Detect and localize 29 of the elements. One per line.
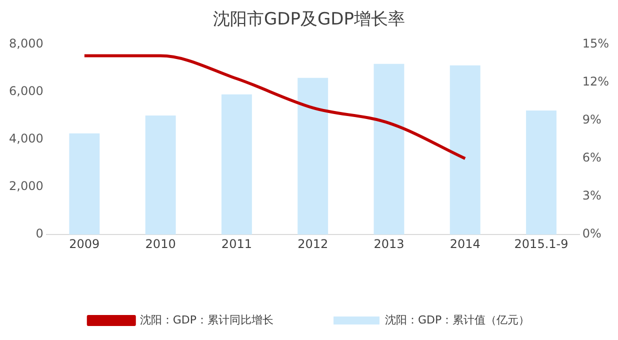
x-tick-label: 2014 <box>450 236 480 251</box>
y2-tick-label: 12% <box>582 74 609 89</box>
y-tick-label: 2,000 <box>8 179 44 194</box>
line-series <box>82 54 467 160</box>
x-tick-label: 2010 <box>145 236 176 251</box>
y2-tick-label: 9% <box>582 112 602 127</box>
x-tick-label: 2012 <box>298 236 328 251</box>
x-tick-label: 2015.1-9 <box>514 236 568 251</box>
bar <box>450 65 480 235</box>
x-tick-label: 2009 <box>69 236 100 251</box>
legend-label: 沈阳：GDP：累计值（亿元） <box>385 313 530 326</box>
x-tick-label: 2013 <box>374 236 404 251</box>
bar <box>221 94 252 235</box>
legend-label: 沈阳：GDP：累计同比增长 <box>140 313 274 326</box>
bar <box>526 110 556 235</box>
y-tick-label: 8,000 <box>8 36 44 51</box>
y-tick-label: 6,000 <box>8 84 44 98</box>
y-tick-label: 4,000 <box>8 132 44 146</box>
y-tick-label: 0 <box>36 226 44 241</box>
bar <box>145 115 176 235</box>
y2-tick-label: 6% <box>582 150 602 165</box>
x-tick-label: 2011 <box>221 236 252 251</box>
bar <box>69 133 100 235</box>
chart-title: 沈阳市GDP及GDP增长率 <box>212 10 406 30</box>
y2-tick-label: 3% <box>582 188 602 203</box>
y2-tick-label: 15% <box>582 36 609 51</box>
bar <box>298 78 328 235</box>
bar <box>374 64 404 235</box>
y2-tick-label: 0% <box>582 226 602 241</box>
